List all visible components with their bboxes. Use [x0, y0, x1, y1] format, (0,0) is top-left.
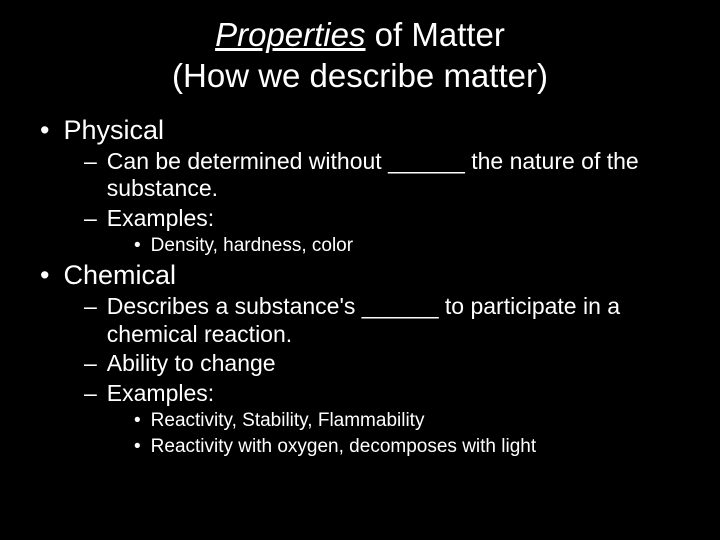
- sub-text: Can be determined without ______ the nat…: [107, 148, 696, 203]
- title-rest: of Matter: [366, 16, 505, 53]
- sub-sub-text: Reactivity with oxygen, decomposes with …: [151, 435, 536, 459]
- sub-text: Examples:: [107, 380, 214, 408]
- sub-bullet: – Examples:: [84, 205, 696, 233]
- bullet-physical: • Physical: [40, 115, 696, 146]
- bullet-icon: •: [40, 260, 49, 291]
- bullet-icon: •: [134, 435, 141, 459]
- sub-bullet: – Ability to change: [84, 350, 696, 378]
- bullet-chemical: • Chemical: [40, 260, 696, 291]
- bullet-icon: •: [134, 409, 141, 433]
- bullet-icon: •: [40, 115, 49, 146]
- sub-text: Ability to change: [107, 350, 276, 378]
- slide-title: Properties of Matter (How we describe ma…: [24, 14, 696, 97]
- sub-bullet: – Examples:: [84, 380, 696, 408]
- sub-text: Examples:: [107, 205, 214, 233]
- sub-text: Describes a substance's ______ to partic…: [107, 293, 696, 348]
- title-subtitle: (How we describe matter): [172, 57, 548, 94]
- sub-sub-bullet: • Reactivity, Stability, Flammability: [134, 409, 696, 433]
- bullet-label: Physical: [63, 115, 164, 146]
- sub-sub-text: Reactivity, Stability, Flammability: [151, 409, 425, 433]
- sub-sub-text: Density, hardness, color: [151, 234, 353, 258]
- sub-bullet: – Can be determined without ______ the n…: [84, 148, 696, 203]
- bullet-label: Chemical: [63, 260, 176, 291]
- dash-icon: –: [84, 205, 97, 233]
- title-underlined: Properties: [215, 16, 365, 53]
- bullet-icon: •: [134, 234, 141, 258]
- sub-bullet: – Describes a substance's ______ to part…: [84, 293, 696, 348]
- dash-icon: –: [84, 293, 97, 348]
- dash-icon: –: [84, 380, 97, 408]
- dash-icon: –: [84, 350, 97, 378]
- dash-icon: –: [84, 148, 97, 203]
- sub-sub-bullet: • Reactivity with oxygen, decomposes wit…: [134, 435, 696, 459]
- sub-sub-bullet: • Density, hardness, color: [134, 234, 696, 258]
